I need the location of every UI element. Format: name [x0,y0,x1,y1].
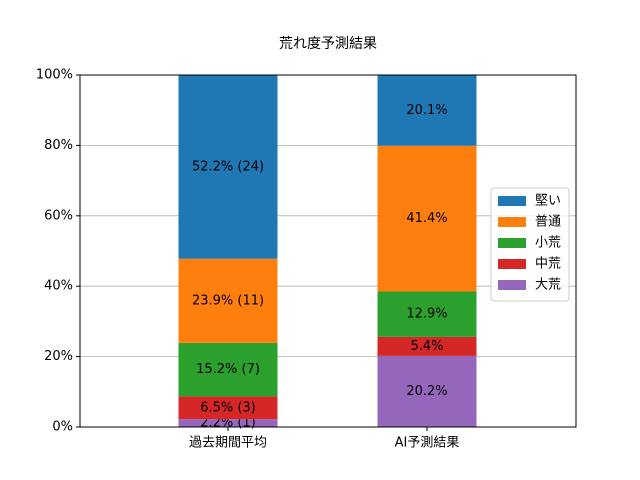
legend-label: 大荒 [535,278,561,293]
legend-label: 普通 [535,215,561,230]
legend-swatch [498,280,526,290]
y-tick-label: 60% [44,208,73,223]
legend-label: 小荒 [535,236,561,251]
bar-segment [377,355,477,427]
bar-segment [178,75,278,259]
legend-label: 中荒 [535,257,561,272]
bar-segment [178,419,278,427]
y-tick-label: 0% [52,420,73,435]
chart-title: 荒れ度予測結果 [279,36,377,52]
bar-segment [377,75,477,146]
legend-swatch [498,238,526,248]
legend-swatch [498,217,526,227]
value-label: 23.9% (11) [192,293,264,308]
x-tick-label: 過去期間平均 [189,436,267,451]
value-label: 52.2% (24) [192,159,264,174]
bar-segment [178,396,278,420]
y-tick-label: 40% [44,279,73,294]
y-tick-label: 80% [44,138,73,153]
value-label: 20.2% [406,384,447,399]
y-tick-label: 20% [44,349,73,364]
bar-segment [178,258,278,343]
value-label: 15.2% (7) [196,362,260,377]
bar-segment [178,342,278,397]
x-tick-label: AI予測結果 [395,436,460,451]
y-tick-label: 100% [36,68,73,83]
value-label: 41.4% [406,211,447,226]
legend-swatch [498,259,526,269]
legend-box [490,187,570,302]
value-label: 12.9% [406,307,447,322]
value-label: 6.5% (3) [200,400,256,415]
value-label: 20.1% [406,103,447,118]
legend-swatch [498,196,526,206]
plot-frame [79,74,577,428]
bar-segment [377,336,477,356]
value-label: 5.4% [410,339,443,354]
bar-segment [377,291,477,337]
bar-segment [377,145,477,292]
legend-label: 堅い [535,194,561,209]
